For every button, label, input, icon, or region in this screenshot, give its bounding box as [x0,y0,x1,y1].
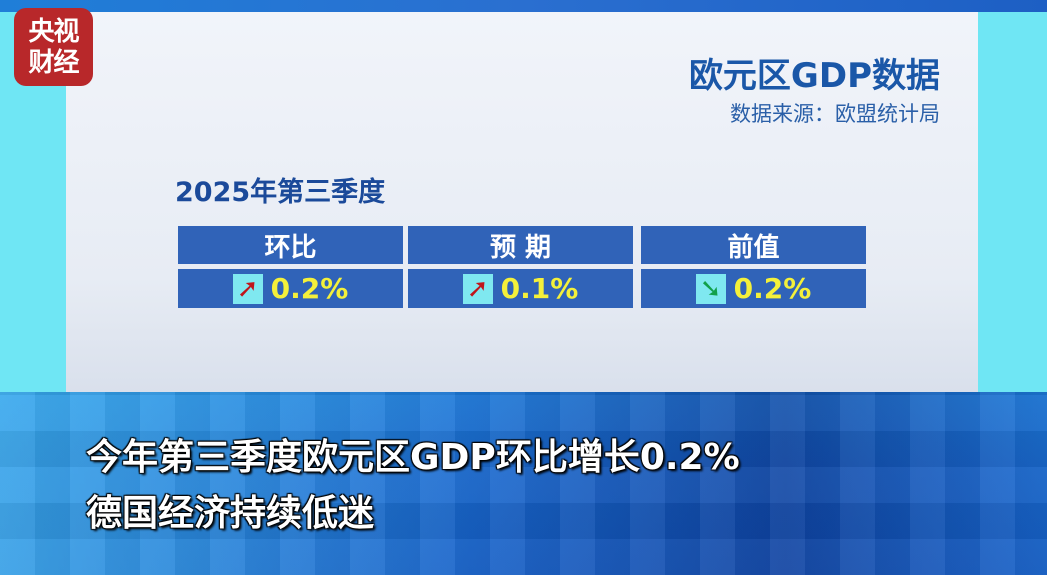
period-label: 2025年第三季度 [175,177,386,208]
data-source: 数据来源：欧盟统计局 [730,102,940,126]
subtitle-line1: 今年第三季度欧元区GDP环比增长0.2% [86,437,740,478]
value-cell-qoq: ➚ 0.2% [178,269,403,308]
value-cell-previous: ➘ 0.2% [641,269,866,308]
header-cell-previous: 前值 [641,226,866,264]
subtitle-line2: 德国经济持续低迷 [86,493,375,534]
value-text: 0.1% [500,272,579,305]
top-band [0,0,1047,12]
cctv-finance-logo: 央视 财经 [14,8,93,86]
info-panel [66,12,978,392]
value-text: 0.2% [270,272,349,305]
logo-line2: 财经 [28,48,79,78]
arrow-up-right-icon: ➚ [232,273,263,304]
header-cell-expected: 预 期 [408,226,633,264]
subtitle-band [0,392,1047,575]
arrow-up-right-icon: ➚ [462,273,493,304]
value-text: 0.2% [733,272,812,305]
logo-line1: 央视 [28,17,79,47]
page-title: 欧元区GDP数据 [688,56,940,96]
value-cell-expected: ➚ 0.1% [408,269,633,308]
arrow-down-right-icon: ➘ [695,273,726,304]
header-cell-qoq: 环比 [178,226,403,264]
